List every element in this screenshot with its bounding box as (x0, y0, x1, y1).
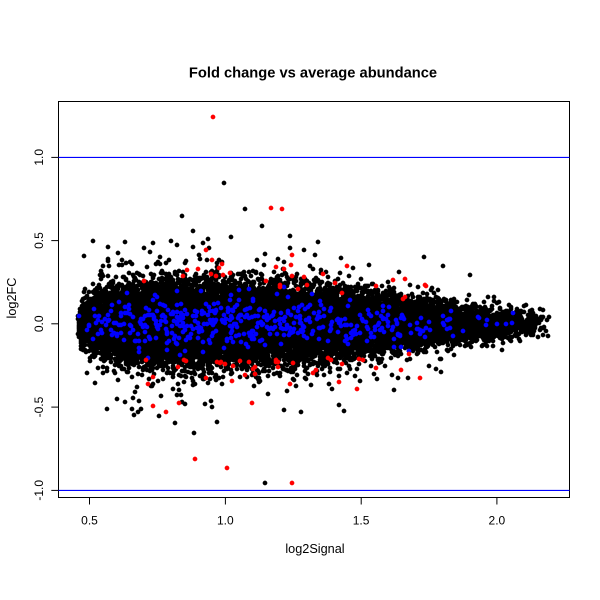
svg-text:0.5: 0.5 (32, 232, 46, 249)
svg-text:0.5: 0.5 (81, 514, 98, 528)
svg-text:0.0: 0.0 (32, 315, 46, 332)
svg-text:2.0: 2.0 (489, 514, 506, 528)
svg-text:-0.5: -0.5 (32, 396, 46, 417)
svg-text:log2Signal: log2Signal (285, 542, 344, 556)
svg-text:Fold change vs average abundan: Fold change vs average abundance (189, 66, 437, 82)
svg-text:-1.0: -1.0 (32, 480, 46, 501)
svg-text:log2FC: log2FC (5, 278, 19, 319)
svg-text:1.0: 1.0 (32, 149, 46, 166)
svg-text:1.5: 1.5 (353, 514, 370, 528)
svg-text:1.0: 1.0 (217, 514, 234, 528)
